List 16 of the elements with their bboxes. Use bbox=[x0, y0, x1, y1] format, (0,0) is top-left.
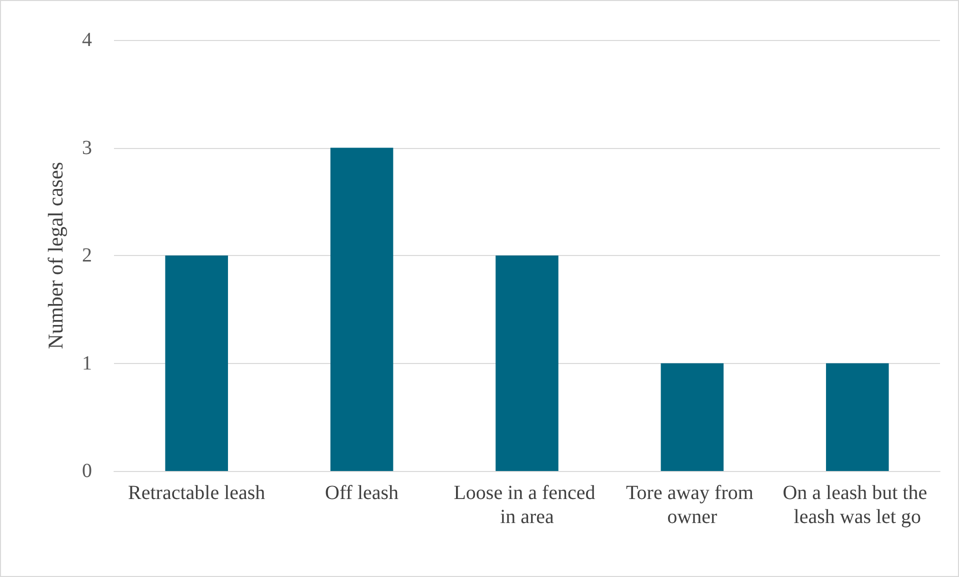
y-tick-label: 4 bbox=[82, 29, 92, 51]
y-axis-title: Number of legal cases bbox=[44, 162, 68, 350]
y-tick-label: 3 bbox=[82, 136, 92, 159]
y-tick-label: 2 bbox=[82, 244, 92, 266]
bar bbox=[826, 363, 889, 471]
x-tick-label: Loose in a fenced in area bbox=[454, 482, 600, 528]
y-tick-label: 0 bbox=[82, 460, 92, 482]
bar bbox=[496, 256, 558, 471]
y-tick-label: 1 bbox=[82, 352, 92, 374]
x-tick-label: On a leash but the leash was let go bbox=[782, 482, 932, 528]
x-tick-label: Retractable leash bbox=[128, 482, 266, 504]
bar bbox=[330, 148, 394, 471]
x-tick-label: Tore away from owner bbox=[626, 482, 758, 528]
bar bbox=[660, 363, 724, 471]
bar bbox=[165, 256, 228, 471]
x-tick-label: Off leash bbox=[325, 482, 399, 504]
